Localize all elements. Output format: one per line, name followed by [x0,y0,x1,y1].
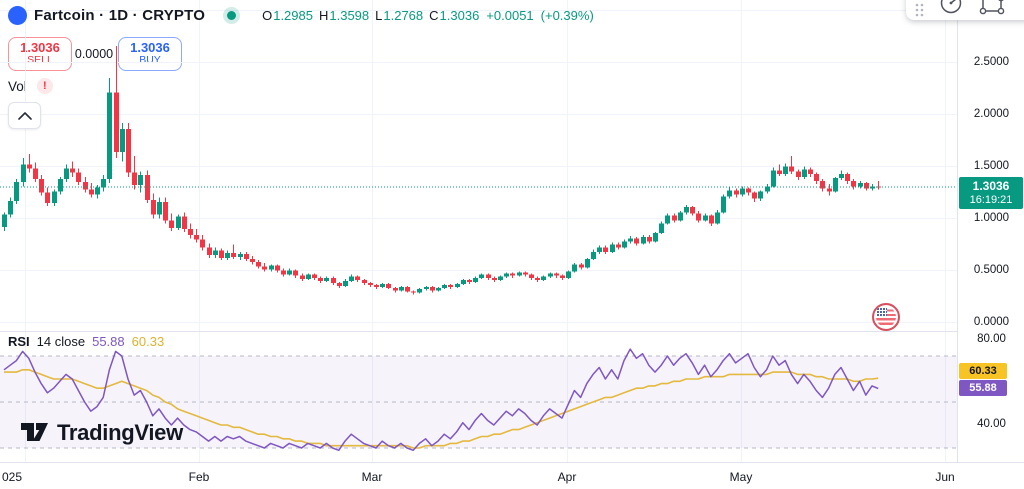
buy-button[interactable]: 1.3036 BUY [118,37,182,71]
sell-label: SELL [27,54,53,67]
coin-logo-icon [8,6,27,25]
rsi-value: 55.88 [92,334,125,349]
rsi-ma-value: 60.33 [131,334,165,349]
price-tick-label: 2.5000 [973,55,1010,68]
time-tick-label: 025 [2,470,23,484]
clock-tool-icon[interactable] [938,0,964,17]
spread-value: 0.0000 [74,47,114,61]
time-tick-label: May [729,470,753,484]
rsi-legend[interactable]: RSI 14 close 55.88 60.33 [8,334,164,349]
price-tick-label: 1.0000 [973,211,1010,224]
time-tick-label: Feb [188,470,210,484]
change-value: +0.0051 [486,8,534,23]
volume-label: Vol [8,78,27,94]
price-tick-label: 0.5000 [973,263,1010,276]
buy-price: 1.3036 [130,40,170,56]
tradingview-logo[interactable]: TradingView [20,420,183,446]
change-percent: (+0.39%) [540,8,594,23]
chart-canvas[interactable] [0,0,958,462]
low-label: L [375,8,383,23]
rsi-value-badge: 55.88 [959,380,1007,396]
rsi-tick-label: 40.00 [977,418,1006,430]
rsi-name: RSI [8,334,30,349]
drag-handle-icon[interactable] [914,1,924,17]
current-price-badge: 1.3036 16:19:21 [959,177,1023,209]
close-label: C [429,8,439,23]
current-price: 1.3036 [972,179,1010,193]
collapse-legend-button[interactable] [8,102,41,129]
symbol-header: Fartcoin · 1D · CRYPTO O 1.2985 H 1.3598 L… [8,6,594,25]
price-tick-label: 1.5000 [973,159,1010,172]
close-value: 1.3036 [439,8,480,23]
volume-error-icon[interactable]: ! [36,78,53,94]
volume-indicator-row: Vol ! [8,78,53,94]
chevron-up-icon [17,111,32,120]
time-axis[interactable]: 025 Feb Mar Apr May Jun [0,462,1024,489]
open-value: 1.2985 [273,8,313,23]
price-tick-label: 0.0000 [973,315,1010,328]
ohlc-readout: O 1.2985 H 1.3598 L 1.2768 C 1.3036 +0.0051 … [262,8,594,23]
open-label: O [262,8,273,23]
time-tick-label: Jun [935,470,955,484]
symbol-title[interactable]: Fartcoin · 1D · CRYPTO [34,7,206,24]
high-label: H [318,8,329,23]
price-axis[interactable]: 1.3036 16:19:21 60.33 55.88 0.0000 0.5000… [957,0,1024,462]
market-status-icon [227,11,237,20]
price-tick-label: 2.0000 [973,107,1010,120]
flag-canton [876,307,887,316]
sell-button[interactable]: 1.3036 SELL [8,37,72,71]
buy-label: BUY [139,54,161,67]
bar-countdown: 16:19:21 [969,194,1013,206]
floating-toolbar[interactable] [906,0,1024,20]
tradingview-logo-text: TradingView [57,420,183,445]
sell-price: 1.3036 [20,40,60,56]
rsi-tick-label: 80.00 [977,333,1006,345]
selection-box-tool-icon[interactable] [978,0,1006,17]
time-tick-label: Apr [557,470,577,484]
us-flag-icon[interactable] [872,303,900,331]
rsi-params: 14 close [36,334,86,349]
high-value: 1.3598 [329,8,370,23]
low-value: 1.2768 [383,8,424,23]
tradingview-mark-icon [21,423,48,441]
rsi-ma-badge: 60.33 [959,363,1007,379]
time-tick-label: Mar [361,470,383,484]
